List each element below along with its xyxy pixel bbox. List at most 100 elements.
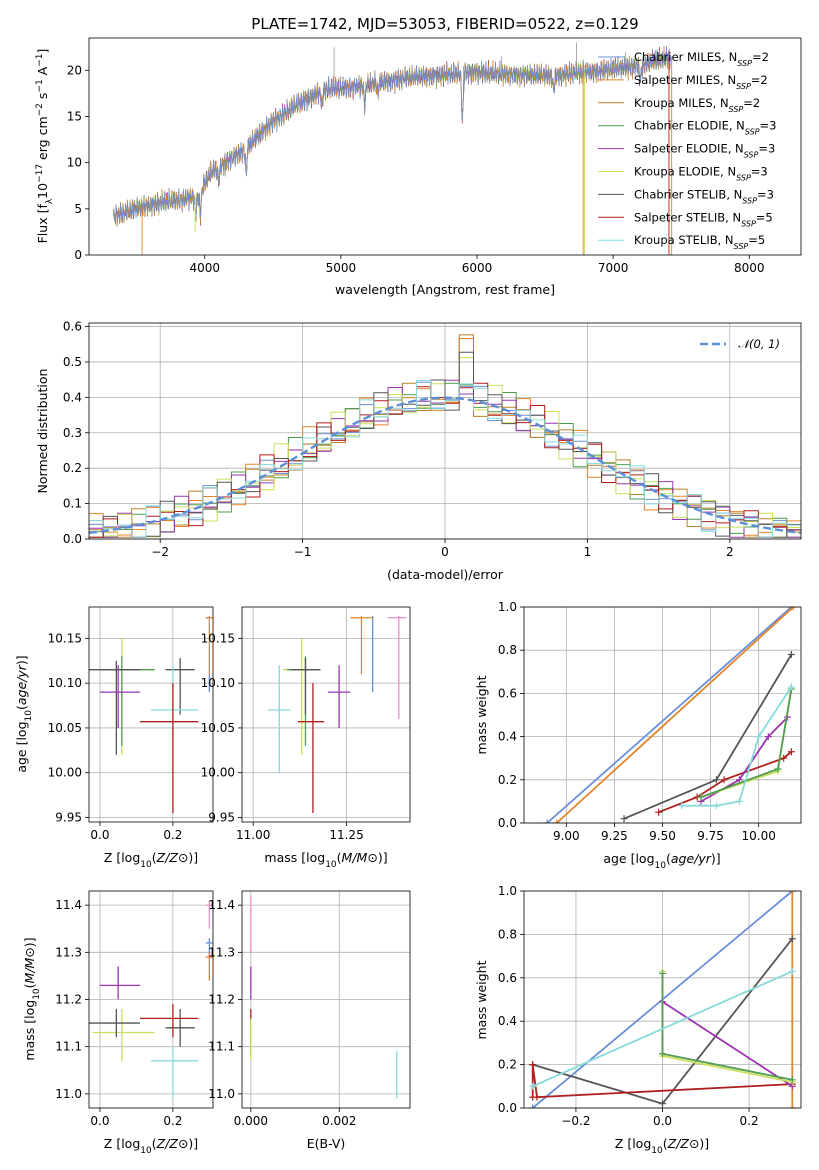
errorbar-point bbox=[99, 638, 155, 755]
axes-frame bbox=[523, 890, 802, 1109]
label-part: Z/Z⊙ bbox=[156, 1136, 189, 1151]
weight-marker bbox=[553, 819, 561, 823]
weight-marker bbox=[787, 748, 795, 756]
label-part: 10 bbox=[24, 710, 34, 722]
label-part: mass [log bbox=[22, 1000, 37, 1061]
weight-line bbox=[531, 1064, 793, 1099]
y-tick-label: 0.0 bbox=[498, 816, 517, 830]
x-tick-label: 5000 bbox=[326, 261, 357, 275]
legend-text: =3 bbox=[758, 142, 775, 156]
y-axis-label: mass [log10(M/M⊙)] bbox=[22, 937, 42, 1060]
x-tick-label: 1 bbox=[584, 545, 592, 559]
legend: 𝒩(0, 1) bbox=[700, 337, 780, 351]
x-tick-label: 2 bbox=[726, 545, 734, 559]
label-part: 10 bbox=[325, 860, 337, 870]
x-tick-label: 10.00 bbox=[742, 829, 776, 843]
y-tick-label: 11.0 bbox=[55, 1087, 82, 1101]
errorbar-point bbox=[89, 1008, 141, 1038]
plot-area bbox=[268, 615, 407, 814]
weight-line bbox=[700, 716, 789, 803]
legend-subscript: SSP bbox=[745, 127, 760, 136]
y-tick-label: 0.4 bbox=[63, 390, 82, 404]
label-part: ( bbox=[666, 851, 671, 866]
x-axis-label: Z [log10(Z/Z⊙)] bbox=[104, 850, 198, 870]
weight-line bbox=[661, 973, 793, 1081]
y-tick-label: 1.0 bbox=[498, 600, 517, 614]
y-tick-label: 0.8 bbox=[498, 927, 517, 941]
label-part: )] bbox=[711, 851, 721, 866]
legend-text: Chabrier MILES, N bbox=[634, 50, 737, 64]
x-tick-label: 0.0 bbox=[653, 1114, 672, 1128]
legend-subscript: SSP bbox=[736, 173, 751, 182]
y-tick-label: 0.4 bbox=[498, 1014, 517, 1028]
label-part: −2 bbox=[35, 103, 45, 116]
label-part: 10 bbox=[140, 1146, 152, 1156]
label-part: ( bbox=[152, 1136, 157, 1151]
weight-marker bbox=[529, 1104, 537, 1108]
y-tick-label: 0.3 bbox=[63, 426, 82, 440]
legend-label: Kroupa STELIB, NSSP=5 bbox=[634, 233, 765, 251]
legend-text: =2 bbox=[751, 73, 768, 87]
panel-age-vs-mass: 11.00 11.25 9.95 10.00 10.05 10.10 10.15 mass [… bbox=[201, 606, 411, 870]
weight-marker bbox=[788, 1104, 796, 1108]
x-axis-label: age [log10(age/yr)] bbox=[603, 851, 720, 871]
label-part: −1 bbox=[35, 79, 45, 92]
label-part: )] bbox=[378, 850, 388, 865]
legend-text: =3 bbox=[751, 165, 768, 179]
label-part: −17 bbox=[35, 164, 45, 183]
weight-marker bbox=[620, 815, 628, 823]
y-tick-label: 0.2 bbox=[498, 1058, 517, 1072]
x-tick-label: 0.2 bbox=[740, 1114, 759, 1128]
legend-label: Chabrier MILES, NSSP=2 bbox=[634, 50, 769, 68]
label-part: )] bbox=[22, 937, 37, 947]
label-part: 10 bbox=[35, 183, 50, 199]
axes-frame bbox=[241, 890, 411, 1109]
errorbar-point bbox=[268, 665, 291, 773]
legend-subscript: SSP bbox=[729, 104, 744, 113]
x-tick-label: −0.2 bbox=[561, 1114, 590, 1128]
x-tick-label: 0.0 bbox=[90, 828, 109, 842]
legend-label: 𝒩(0, 1) bbox=[738, 337, 780, 351]
x-axis-label: (data-model)/error bbox=[387, 567, 504, 582]
weight-marker bbox=[712, 802, 720, 810]
label-part: age [log bbox=[603, 851, 654, 866]
x-tick-label: 9.00 bbox=[553, 829, 580, 843]
weight-marker bbox=[543, 819, 551, 823]
weight-marker bbox=[774, 765, 782, 773]
y-tick-label: 9.95 bbox=[55, 811, 82, 825]
y-tick-label: 10.00 bbox=[201, 766, 235, 780]
legend-label: Chabrier ELODIE, NSSP=3 bbox=[634, 119, 776, 137]
y-tick-label: 0.2 bbox=[498, 773, 517, 787]
y-tick-label: 11.2 bbox=[208, 993, 235, 1007]
label-part: ( bbox=[337, 850, 342, 865]
x-tick-label: 4000 bbox=[189, 261, 220, 275]
legend-label: Salpeter MILES, NSSP=2 bbox=[634, 73, 768, 91]
label-part: 10 bbox=[655, 861, 667, 871]
label-part: ( bbox=[22, 983, 37, 988]
legend-subscript: SSP bbox=[742, 196, 757, 205]
y-tick-label: 0.6 bbox=[498, 686, 517, 700]
plot-area bbox=[89, 615, 213, 814]
y-tick-label: 11.3 bbox=[55, 945, 82, 959]
label-part: λ bbox=[45, 198, 55, 204]
y-axis-label: mass weight bbox=[474, 675, 489, 754]
label-part: )] bbox=[188, 850, 198, 865]
legend-text: Chabrier ELODIE, N bbox=[634, 119, 745, 133]
legend-label: Salpeter STELIB, NSSP=5 bbox=[634, 210, 773, 228]
axes-frame bbox=[88, 322, 802, 540]
figure-title: PLATE=1742, MJD=53053, FIBERID=0522, z=0… bbox=[251, 15, 638, 33]
y-tick-label: 10.00 bbox=[48, 766, 82, 780]
errorbar-point bbox=[205, 615, 213, 675]
weight-line bbox=[658, 751, 792, 814]
weight-marker bbox=[788, 1076, 796, 1084]
errorbar-point bbox=[298, 683, 325, 814]
x-tick-label: 6000 bbox=[462, 261, 493, 275]
legend-text: Salpeter ELODIE, N bbox=[634, 142, 744, 156]
grid bbox=[242, 891, 410, 1108]
y-tick-label: 5 bbox=[74, 202, 82, 216]
plot-area bbox=[543, 607, 797, 823]
label-part: Z [log bbox=[104, 850, 140, 865]
errorbar-point bbox=[99, 665, 141, 728]
weight-marker bbox=[655, 808, 663, 816]
